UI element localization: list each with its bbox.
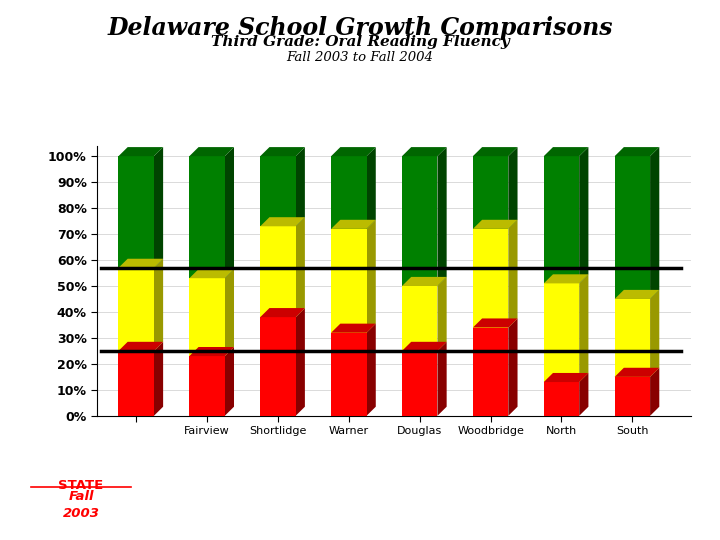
Polygon shape	[296, 217, 305, 317]
Bar	[189, 278, 225, 356]
Bar	[260, 226, 296, 317]
Polygon shape	[615, 368, 660, 377]
Polygon shape	[154, 342, 163, 416]
Polygon shape	[579, 274, 588, 382]
Polygon shape	[544, 274, 588, 284]
Bar	[119, 156, 154, 268]
Bar	[260, 317, 296, 416]
Polygon shape	[331, 147, 376, 156]
Polygon shape	[119, 259, 163, 268]
Polygon shape	[650, 368, 660, 416]
Polygon shape	[579, 373, 588, 416]
Polygon shape	[119, 342, 163, 351]
Polygon shape	[154, 259, 163, 351]
Polygon shape	[402, 277, 446, 286]
Polygon shape	[296, 147, 305, 226]
Polygon shape	[473, 319, 518, 328]
Bar	[615, 377, 650, 416]
Bar	[473, 156, 508, 229]
Polygon shape	[119, 147, 163, 156]
Bar	[189, 156, 225, 278]
Bar	[615, 156, 650, 299]
Polygon shape	[331, 220, 376, 229]
Polygon shape	[508, 147, 518, 229]
Bar	[331, 229, 366, 333]
Polygon shape	[366, 147, 376, 229]
Polygon shape	[189, 147, 234, 156]
Bar	[331, 333, 366, 416]
Text: STATE: STATE	[58, 479, 104, 492]
Text: Third Grade: Oral Reading Fluency: Third Grade: Oral Reading Fluency	[211, 35, 509, 49]
Text: F a l l   2 0 0 4: F a l l 2 0 0 4	[340, 483, 506, 503]
Polygon shape	[615, 290, 660, 299]
Polygon shape	[615, 147, 660, 156]
Polygon shape	[154, 147, 163, 268]
Bar	[402, 351, 438, 416]
Polygon shape	[366, 323, 376, 416]
Text: Delaware School Growth Comparisons: Delaware School Growth Comparisons	[107, 16, 613, 40]
Polygon shape	[438, 277, 446, 351]
Text: 2003: 2003	[63, 508, 99, 521]
Polygon shape	[473, 220, 518, 229]
Bar	[544, 156, 579, 284]
Polygon shape	[473, 147, 518, 156]
Bar	[402, 286, 438, 351]
Polygon shape	[402, 342, 446, 351]
Bar	[544, 382, 579, 416]
Bar	[615, 299, 650, 377]
Polygon shape	[402, 147, 446, 156]
Polygon shape	[189, 347, 234, 356]
Polygon shape	[508, 319, 518, 416]
Polygon shape	[260, 147, 305, 156]
Polygon shape	[544, 147, 588, 156]
Bar	[119, 351, 154, 416]
Polygon shape	[650, 147, 660, 299]
Polygon shape	[260, 308, 305, 317]
Bar	[260, 156, 296, 226]
Bar	[189, 356, 225, 416]
Bar	[473, 328, 508, 416]
Bar	[119, 268, 154, 351]
Polygon shape	[508, 220, 518, 328]
Polygon shape	[579, 147, 588, 284]
Polygon shape	[438, 147, 446, 286]
Polygon shape	[225, 347, 234, 416]
Polygon shape	[366, 220, 376, 333]
Polygon shape	[260, 217, 305, 226]
Polygon shape	[189, 269, 234, 278]
Polygon shape	[650, 290, 660, 377]
Polygon shape	[225, 269, 234, 356]
Bar	[473, 229, 508, 328]
Polygon shape	[296, 308, 305, 416]
Polygon shape	[438, 342, 446, 416]
Text: Fall: Fall	[68, 490, 94, 503]
Bar	[402, 156, 438, 286]
Polygon shape	[225, 147, 234, 278]
Bar	[331, 156, 366, 229]
Polygon shape	[544, 373, 588, 382]
Text: Fall 2003 to Fall 2004: Fall 2003 to Fall 2004	[287, 51, 433, 64]
Polygon shape	[331, 323, 376, 333]
Bar	[544, 284, 579, 382]
